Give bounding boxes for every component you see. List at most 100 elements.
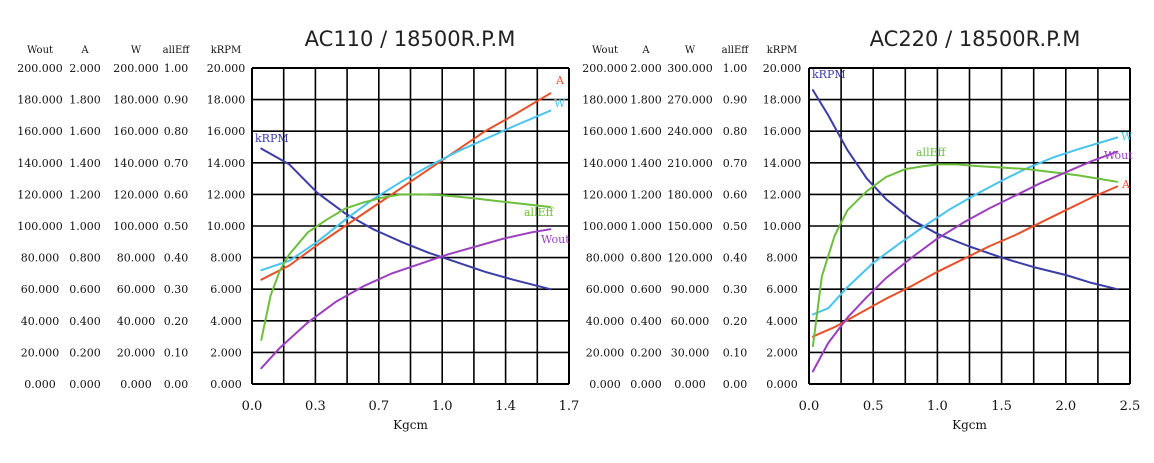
y-tick-label: 90.000	[671, 283, 710, 296]
y-tick-label: 0.800	[69, 252, 101, 265]
y-tick-label: 210.000	[667, 157, 713, 170]
y-tick-label: 180.000	[667, 188, 713, 201]
axis-header-a: A	[641, 45, 650, 56]
y-tick-label: 0.400	[69, 315, 101, 328]
y-tick-label: 0.50	[164, 220, 189, 233]
y-tick-label: 0.000	[120, 378, 152, 391]
y-tick-label: 180.000	[17, 94, 63, 107]
y-tick-label: 0.30	[164, 283, 189, 296]
chart-title: AC110 / 18500R.P.M	[305, 27, 516, 51]
y-tick-label: 160.000	[17, 125, 63, 138]
axis-header-wout: Wout	[27, 45, 53, 56]
series-line-krpm	[260, 147, 552, 291]
y-tick-label: 0.600	[69, 283, 101, 296]
y-tick-label: 30.000	[671, 346, 710, 359]
axis-header-w: W	[685, 45, 696, 56]
y-tick-label: 1.00	[164, 62, 189, 75]
y-tick-label: 0.000	[766, 378, 798, 391]
y-tick-label: 6.000	[766, 283, 798, 296]
x-tick-label: 2.0	[1055, 399, 1076, 414]
y-tick-label: 16.000	[207, 125, 246, 138]
y-tick-label: 16.000	[763, 125, 802, 138]
x-tick-label: 0.5	[863, 399, 884, 414]
chart-2: AC220 / 18500R.P.M Wout 200.000 180.000 160.…	[582, 27, 1140, 432]
x-axis-label: Kgcm	[393, 418, 428, 432]
y-tick-label: 0.400	[630, 315, 662, 328]
y-tick-label: 0.200	[69, 346, 101, 359]
y-tick-label: 12.000	[207, 188, 246, 201]
y-tick-label: 0.80	[164, 125, 189, 138]
y-tick-label: 6.000	[210, 283, 242, 296]
series-line-wout	[260, 228, 552, 370]
y-tick-label: 0.70	[164, 157, 189, 170]
y-tick-label: 0.50	[723, 220, 748, 233]
y-tick-label: 20.000	[21, 346, 60, 359]
y-tick-label: 0.90	[164, 94, 189, 107]
y-tick-label: 1.600	[630, 125, 662, 138]
y-tick-label: 1.000	[69, 220, 101, 233]
axis-header-alleff: allEff	[722, 45, 750, 56]
y-tick-label: 0.90	[723, 94, 748, 107]
y-tick-label: 40.000	[21, 315, 60, 328]
y-tick-label: 180.000	[113, 94, 159, 107]
x-tick-label: 1.5	[991, 399, 1012, 414]
series-line-wout	[811, 150, 1119, 373]
x-tick-label: 1.7	[559, 399, 580, 414]
y-tick-label: 0.10	[723, 346, 748, 359]
axis-header-wout: Wout	[592, 45, 618, 56]
y-tick-label: 10.000	[763, 220, 802, 233]
y-tick-label: 80.000	[117, 252, 156, 265]
y-tick-label: 240.000	[667, 125, 713, 138]
plot-grid	[808, 67, 1131, 385]
series-label-wout: Wout	[1104, 149, 1133, 162]
y-tick-label: 0.800	[630, 252, 662, 265]
y-tick-label: 120.000	[582, 188, 628, 201]
y-tick-label: 1.800	[630, 94, 662, 107]
y-tick-label: 20.000	[763, 62, 802, 75]
series-label-w: W	[554, 97, 566, 110]
y-tick-label: 4.000	[766, 315, 798, 328]
y-tick-label: 20.000	[586, 346, 625, 359]
y-tick-label: 0.200	[630, 346, 662, 359]
y-tick-label: 0.000	[24, 378, 56, 391]
y-tick-label: 120.000	[113, 188, 159, 201]
y-tick-label: 8.000	[210, 252, 242, 265]
y-tick-label: 0.10	[164, 346, 189, 359]
y-tick-label: 120.000	[17, 188, 63, 201]
y-tick-label: 0.000	[210, 378, 242, 391]
y-tick-label: 0.30	[723, 283, 748, 296]
y-tick-label: 0.20	[723, 315, 748, 328]
series-line-w	[260, 109, 552, 272]
y-tick-label: 60.000	[21, 283, 60, 296]
series-label-wout: Wout	[541, 233, 570, 246]
series-label-alleff: allEff	[916, 146, 947, 159]
x-tick-label: 0.0	[242, 399, 263, 414]
y-tick-label: 300.000	[667, 62, 713, 75]
y-tick-label: 140.000	[582, 157, 628, 170]
series-line-krpm	[811, 89, 1119, 291]
y-tick-label: 10.000	[207, 220, 246, 233]
y-tick-label: 0.600	[630, 283, 662, 296]
y-tick-label: 160.000	[582, 125, 628, 138]
series-label-a: A	[1121, 178, 1131, 191]
y-tick-label: 18.000	[763, 94, 802, 107]
x-tick-label: 0.0	[799, 399, 820, 414]
y-tick-label: 160.000	[113, 125, 159, 138]
y-tick-label: 40.000	[586, 315, 625, 328]
y-tick-label: 0.000	[674, 378, 706, 391]
series-line-a	[811, 185, 1119, 338]
series-label-w: W	[1121, 130, 1133, 143]
y-tick-label: 0.000	[69, 378, 101, 391]
y-tick-label: 1.400	[69, 157, 101, 170]
y-tick-label: 1.400	[630, 157, 662, 170]
axis-header-alleff: allEff	[163, 45, 191, 56]
axis-header-krpm: kRPM	[211, 45, 242, 56]
x-tick-label: 1.4	[495, 399, 516, 414]
y-tick-label: 12.000	[763, 188, 802, 201]
series-line-alleff	[260, 193, 552, 341]
y-tick-label: 0.000	[630, 378, 662, 391]
y-tick-label: 0.40	[164, 252, 189, 265]
series-label-alleff: allEff	[524, 206, 555, 219]
y-tick-label: 2.000	[766, 346, 798, 359]
